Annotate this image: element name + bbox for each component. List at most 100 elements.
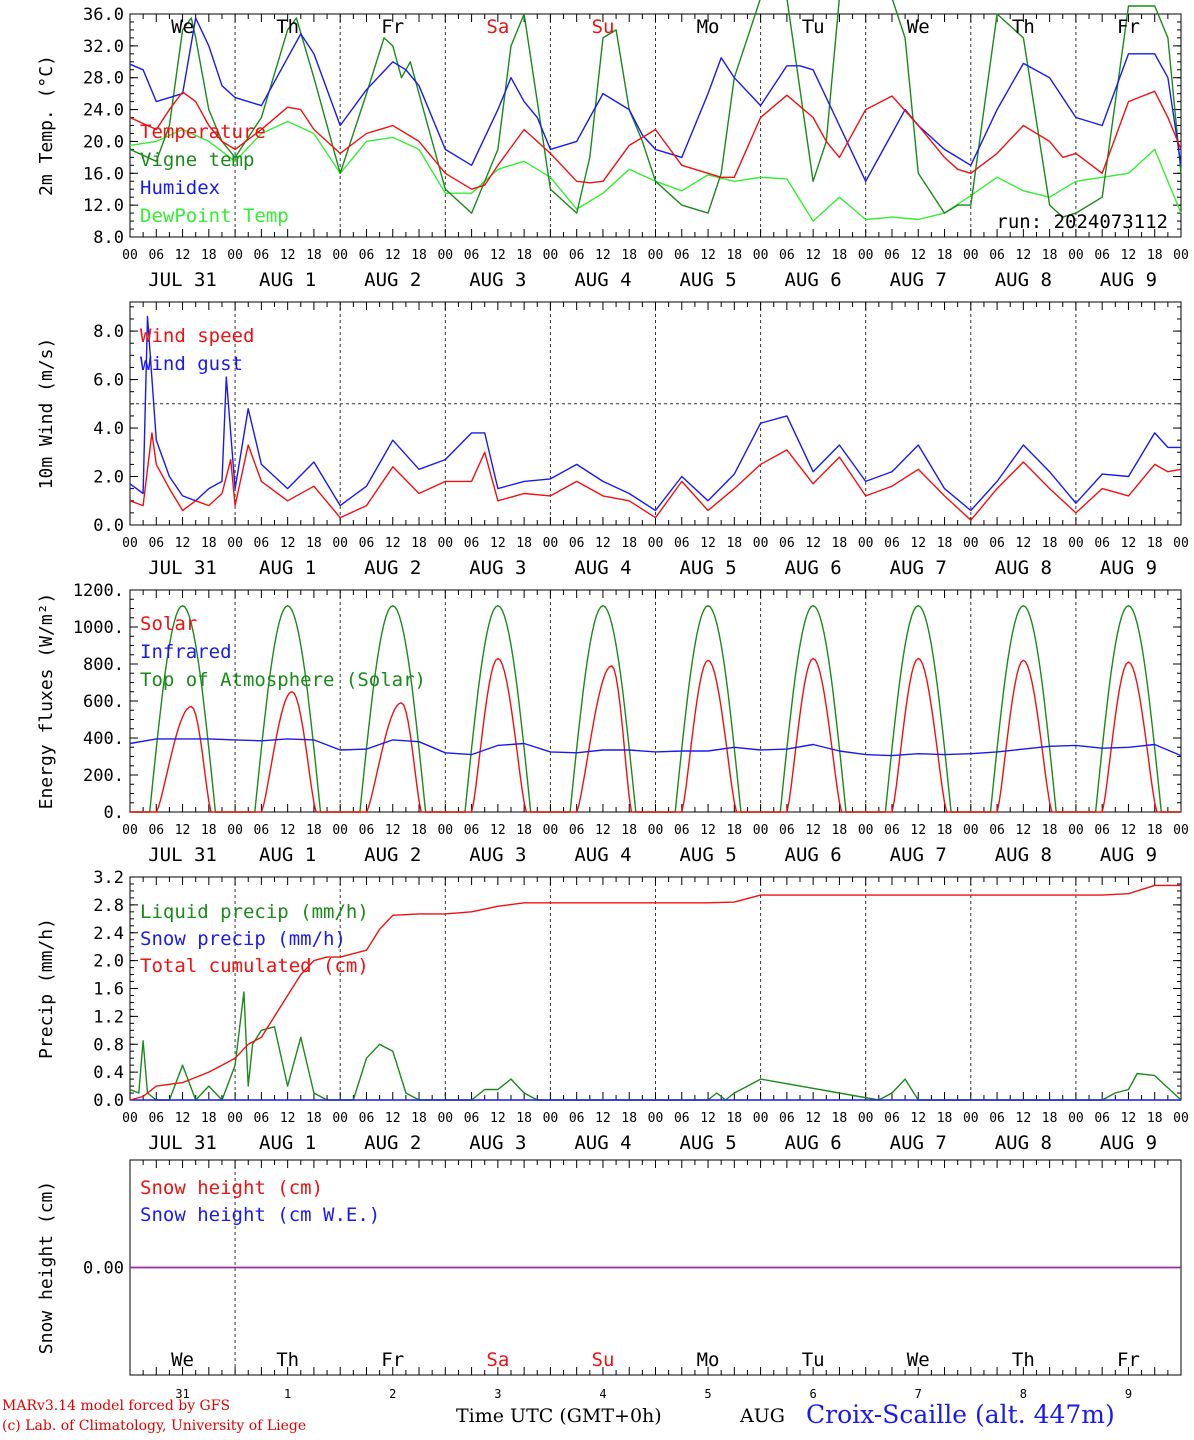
- hour-tick-label: 12: [805, 823, 821, 838]
- hour-tick-label: 12: [1016, 823, 1032, 838]
- hour-tick-label: 18: [306, 536, 322, 551]
- hour-tick-label: 18: [411, 1111, 427, 1126]
- hour-tick-label: 12: [175, 248, 191, 263]
- panel-frame: [129, 301, 1182, 526]
- hour-tick-label: 12: [595, 823, 611, 838]
- hour-tick-label: 18: [1042, 248, 1058, 263]
- hour-tick-label: 06: [884, 823, 900, 838]
- hour-tick-label: 06: [254, 536, 270, 551]
- y-tick-label: 0.0: [93, 516, 124, 536]
- hour-tick-label: 12: [595, 536, 611, 551]
- hour-tick-label: 18: [516, 1111, 532, 1126]
- y-tick-label: 2.4: [93, 924, 124, 944]
- date-label: AUG 8: [995, 1132, 1052, 1154]
- hour-tick-label: 06: [464, 536, 480, 551]
- date-label: AUG 3: [469, 269, 526, 291]
- legend-humidex: Humidex: [140, 177, 220, 199]
- hour-tick-label: 06: [254, 1111, 270, 1126]
- hour-tick-label: 12: [595, 1111, 611, 1126]
- legend-total-cumulated-cm: Total cumulated (cm): [140, 955, 369, 977]
- y-tick-label: 16.0: [83, 164, 124, 184]
- hour-tick-label: 00: [332, 248, 348, 263]
- date-label: AUG 1: [259, 1132, 316, 1154]
- hour-tick-label: 00: [753, 823, 769, 838]
- hour-tick-label: 00: [122, 1111, 138, 1126]
- hour-tick-label: 06: [254, 823, 270, 838]
- hour-tick-label: 00: [753, 1111, 769, 1126]
- date-label: AUG 8: [995, 557, 1052, 579]
- hour-tick-label: 06: [464, 823, 480, 838]
- time-axis-label: Time UTC (GMT+0h): [456, 1405, 662, 1427]
- weekday-label: Mo: [697, 16, 720, 38]
- hour-tick-label: 18: [201, 1111, 217, 1126]
- wind-speed-line: [129, 432, 1182, 521]
- hour-tick-label: 12: [385, 823, 401, 838]
- hour-tick-label: 00: [227, 823, 243, 838]
- date-label: AUG 5: [679, 269, 736, 291]
- date-label: JUL 31: [148, 844, 217, 866]
- hour-tick-label: 06: [674, 823, 690, 838]
- date-label: AUG 4: [574, 269, 631, 291]
- y-tick-label: 2.0: [93, 952, 124, 972]
- hour-tick-label: 06: [884, 248, 900, 263]
- hour-tick-label: 18: [1147, 1111, 1163, 1126]
- y-tick-label: 32.0: [83, 37, 124, 57]
- y-tick-label: 8.0: [93, 228, 124, 248]
- hour-tick-label: 00: [332, 823, 348, 838]
- hour-tick-label: 18: [726, 1111, 742, 1126]
- hour-tick-label: 18: [1147, 248, 1163, 263]
- y-tick-label: 400.: [83, 729, 124, 749]
- weekday-label-bottom: Su: [592, 1349, 615, 1371]
- hour-tick-label: 18: [516, 536, 532, 551]
- hour-tick-label: 18: [621, 1111, 637, 1126]
- hour-tick-label: 12: [1016, 1111, 1032, 1126]
- hour-tick-label: 18: [201, 248, 217, 263]
- date-label: AUG 7: [890, 1132, 947, 1154]
- weekday-label-bottom: Th: [1012, 1349, 1035, 1371]
- hour-tick-label: 00: [648, 248, 664, 263]
- month-label: AUG: [740, 1405, 785, 1427]
- date-label: AUG 7: [890, 269, 947, 291]
- hour-tick-label: 00: [332, 1111, 348, 1126]
- weekday-label-bottom: Mo: [697, 1349, 720, 1371]
- weekday-label: Sa: [486, 16, 509, 38]
- day-number: 5: [704, 1387, 711, 1401]
- hour-tick-label: 18: [1042, 1111, 1058, 1126]
- day-number: 9: [1125, 1387, 1132, 1401]
- date-label: AUG 9: [1100, 557, 1157, 579]
- weekday-label: We: [907, 16, 930, 38]
- hour-tick-label: 06: [464, 1111, 480, 1126]
- hour-tick-label: 00: [858, 1111, 874, 1126]
- y-tick-label: 3.2: [93, 868, 124, 888]
- y-tick-label: 1.2: [93, 1007, 124, 1027]
- hour-tick-label: 06: [148, 823, 164, 838]
- hour-tick-label: 00: [227, 536, 243, 551]
- hour-tick-label: 18: [306, 1111, 322, 1126]
- hour-tick-label: 00: [437, 1111, 453, 1126]
- date-label: AUG 3: [469, 557, 526, 579]
- hour-tick-label: 00: [227, 248, 243, 263]
- date-label: AUG 6: [785, 844, 842, 866]
- hour-tick-label: 00: [1173, 536, 1189, 551]
- hour-tick-label: 06: [779, 1111, 795, 1126]
- hour-tick-label: 18: [1147, 823, 1163, 838]
- y-tick-label: 0.00: [83, 1259, 124, 1279]
- hour-tick-label: 00: [1173, 1111, 1189, 1126]
- weekday-label-bottom: Sa: [486, 1349, 509, 1371]
- hour-tick-label: 12: [490, 536, 506, 551]
- legend-wind-speed: Wind speed: [140, 325, 254, 347]
- hour-tick-label: 12: [490, 823, 506, 838]
- legend-snow-precip-mm-h: Snow precip (mm/h): [140, 928, 346, 950]
- hour-tick-label: 06: [884, 536, 900, 551]
- hour-tick-label: 06: [569, 823, 585, 838]
- hour-tick-label: 18: [411, 536, 427, 551]
- hour-tick-label: 00: [648, 823, 664, 838]
- humidex-line: [129, 17, 1182, 183]
- model-credit: MARv3.14 model forced by GFS: [2, 1398, 231, 1414]
- hour-tick-label: 18: [1042, 536, 1058, 551]
- hour-tick-label: 18: [726, 536, 742, 551]
- hour-tick-label: 18: [306, 823, 322, 838]
- hour-tick-label: 12: [1121, 536, 1137, 551]
- hour-tick-label: 12: [280, 823, 296, 838]
- y-tick-label: 0.: [104, 803, 124, 823]
